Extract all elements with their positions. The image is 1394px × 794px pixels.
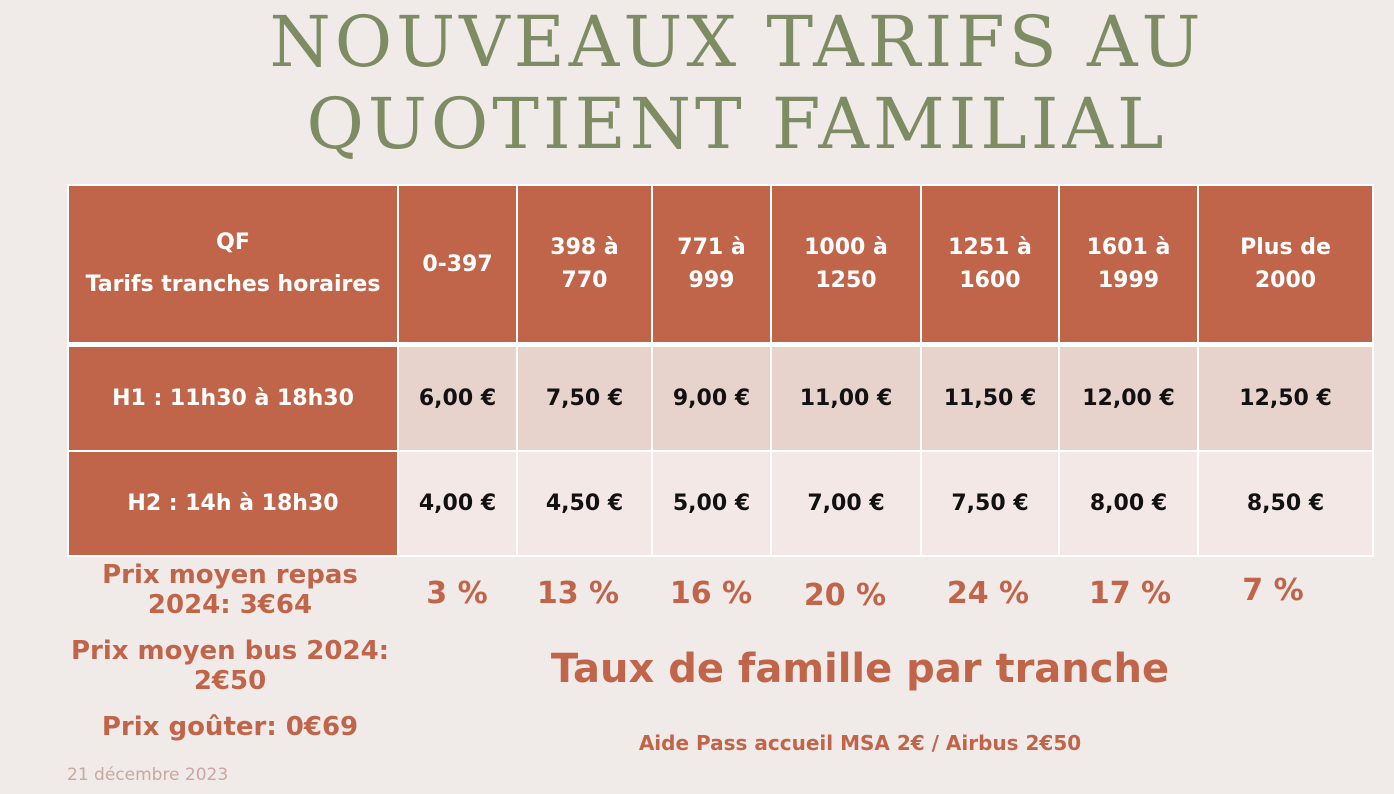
table-cell: 12,00 € [1058, 343, 1199, 452]
table-cell: 8,50 € [1197, 450, 1374, 557]
table-row: H2 : 14h à 18h30 4,00 € 4,50 € 5,00 € 7,… [67, 450, 1374, 557]
table-cell: 8,00 € [1058, 450, 1199, 557]
column-header: Plus de 2000 [1197, 184, 1374, 347]
prix-repas: Prix moyen repas 2024: 3€64 [102, 560, 358, 620]
table-row: H1 : 11h30 à 18h30 6,00 € 7,50 € 9,00 € … [67, 343, 1374, 452]
header-qf: QF [216, 230, 250, 255]
column-header: 1601 à 1999 [1058, 184, 1199, 347]
percentage-label: 24 % [946, 576, 1030, 611]
column-header: 398 à 770 [516, 184, 653, 347]
date-footer: 21 décembre 2023 [67, 765, 229, 785]
column-header: 1251 à 1600 [920, 184, 1060, 347]
percentage-label: 13 % [536, 576, 620, 611]
table-cell: 7,00 € [770, 450, 922, 557]
table-cell: 11,50 € [920, 343, 1060, 452]
table-cell: 5,00 € [651, 450, 772, 557]
table-cell: 12,50 € [1197, 343, 1374, 452]
page-title-line1: NOUVEAUX TARIFS AU [269, 1, 1205, 83]
percentage-label: 7 % [1242, 573, 1304, 608]
row-label: H1 : 11h30 à 18h30 [67, 343, 399, 452]
column-header: 771 à 999 [651, 184, 772, 347]
table-cell: 6,00 € [397, 343, 518, 452]
percentage-label: 16 % [669, 576, 753, 611]
header-label-cell: QF Tarifs tranches horaires [67, 184, 399, 347]
prix-bus: Prix moyen bus 2024: 2€50 [70, 636, 390, 696]
taux-famille-label: Taux de famille par tranche [550, 646, 1170, 692]
page-title-line2: QUOTIENT FAMILIAL [306, 83, 1168, 165]
table-cell: 7,50 € [516, 343, 653, 452]
percentage-label: 17 % [1088, 576, 1172, 611]
table-cell: 4,00 € [397, 450, 518, 557]
table-cell: 7,50 € [920, 450, 1060, 557]
row-label: H2 : 14h à 18h30 [67, 450, 399, 557]
header-tarifs: Tarifs tranches horaires [85, 272, 381, 297]
table-cell: 11,00 € [770, 343, 922, 452]
table-cell: 4,50 € [516, 450, 653, 557]
percentage-label: 20 % [803, 578, 887, 613]
column-header: 0-397 [397, 184, 518, 347]
column-header: 1000 à 1250 [770, 184, 922, 347]
prix-gouter: Prix goûter: 0€69 [101, 712, 359, 742]
aide-pass-text: Aide Pass accueil MSA 2€ / Airbus 2€50 [638, 731, 1082, 755]
table-cell: 9,00 € [651, 343, 772, 452]
percentage-label: 3 % [426, 576, 488, 611]
